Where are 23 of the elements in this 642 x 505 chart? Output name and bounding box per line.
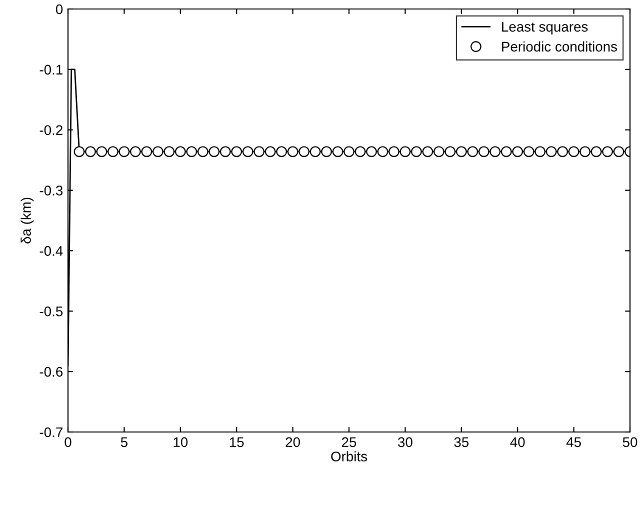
x-tick-label: 45 — [566, 437, 581, 448]
x-tick-label: 25 — [342, 437, 356, 448]
x-tick-label: 40 — [510, 437, 525, 448]
y-axis-title: δa (km) — [20, 198, 34, 244]
x-axis-title: Orbits — [331, 451, 368, 462]
y-tick-label: -0.5 — [40, 306, 63, 316]
x-tick-label: 50 — [622, 437, 638, 448]
y-tick-label: -0.6 — [40, 366, 63, 377]
x-tick-label: 15 — [230, 437, 244, 448]
y-tick-label: -0.3 — [40, 186, 63, 196]
y-tick-label: -0.2 — [40, 125, 62, 136]
x-tick-label: 5 — [120, 437, 128, 448]
y-tick-label: -0.4 — [40, 246, 63, 256]
legend-label: Least squares — [502, 22, 588, 34]
x-tick-label: 0 — [64, 437, 72, 448]
x-tick-label: 35 — [454, 437, 469, 448]
y-tick-label: -0.7 — [40, 427, 62, 438]
legend-label: Periodic conditions — [502, 41, 618, 52]
x-tick-label: 10 — [174, 437, 188, 448]
y-tick-label: 0 — [56, 4, 63, 14]
x-tick-label: 20 — [286, 437, 300, 448]
x-tick-label: 30 — [398, 437, 412, 448]
y-tick-label: -0.1 — [40, 64, 62, 75]
